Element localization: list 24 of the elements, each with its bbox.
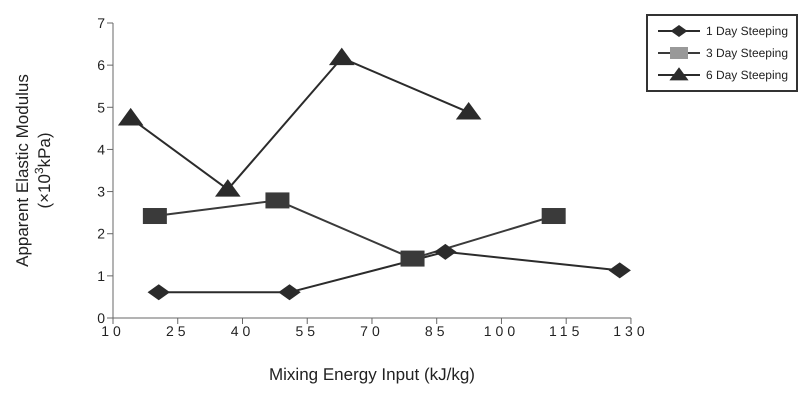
legend-label: 6 Day Steeping bbox=[706, 68, 788, 82]
x-axis-title: Mixing Energy Input (kJ/kg) bbox=[268, 365, 475, 384]
y-tick-label: 4 bbox=[97, 141, 106, 158]
x-tick-label: 40 bbox=[230, 322, 254, 339]
x-tick-label: 70 bbox=[360, 322, 384, 339]
y-tick-label: 7 bbox=[97, 14, 106, 31]
point bbox=[148, 284, 170, 300]
legend-label: 3 Day Steeping bbox=[706, 46, 788, 60]
y-tick-label: 2 bbox=[97, 226, 106, 242]
x-tick-label: 55 bbox=[295, 322, 320, 339]
y-tick-label: 1 bbox=[97, 268, 106, 284]
point bbox=[608, 262, 631, 278]
point bbox=[434, 244, 457, 260]
x-tick-label: 130 bbox=[613, 322, 649, 339]
legend-label: 1 Day Steeping bbox=[706, 24, 788, 38]
point bbox=[278, 284, 301, 300]
y-tick-label: 5 bbox=[97, 99, 106, 116]
x-tick-label: 100 bbox=[484, 322, 520, 339]
point bbox=[456, 102, 482, 120]
y-tick-label: 6 bbox=[97, 57, 106, 74]
x-tick-label: 25 bbox=[166, 322, 190, 339]
x-tick-label: 115 bbox=[549, 322, 584, 339]
y-tick-label: 3 bbox=[97, 184, 106, 200]
x-tick-label: 85 bbox=[424, 322, 448, 339]
